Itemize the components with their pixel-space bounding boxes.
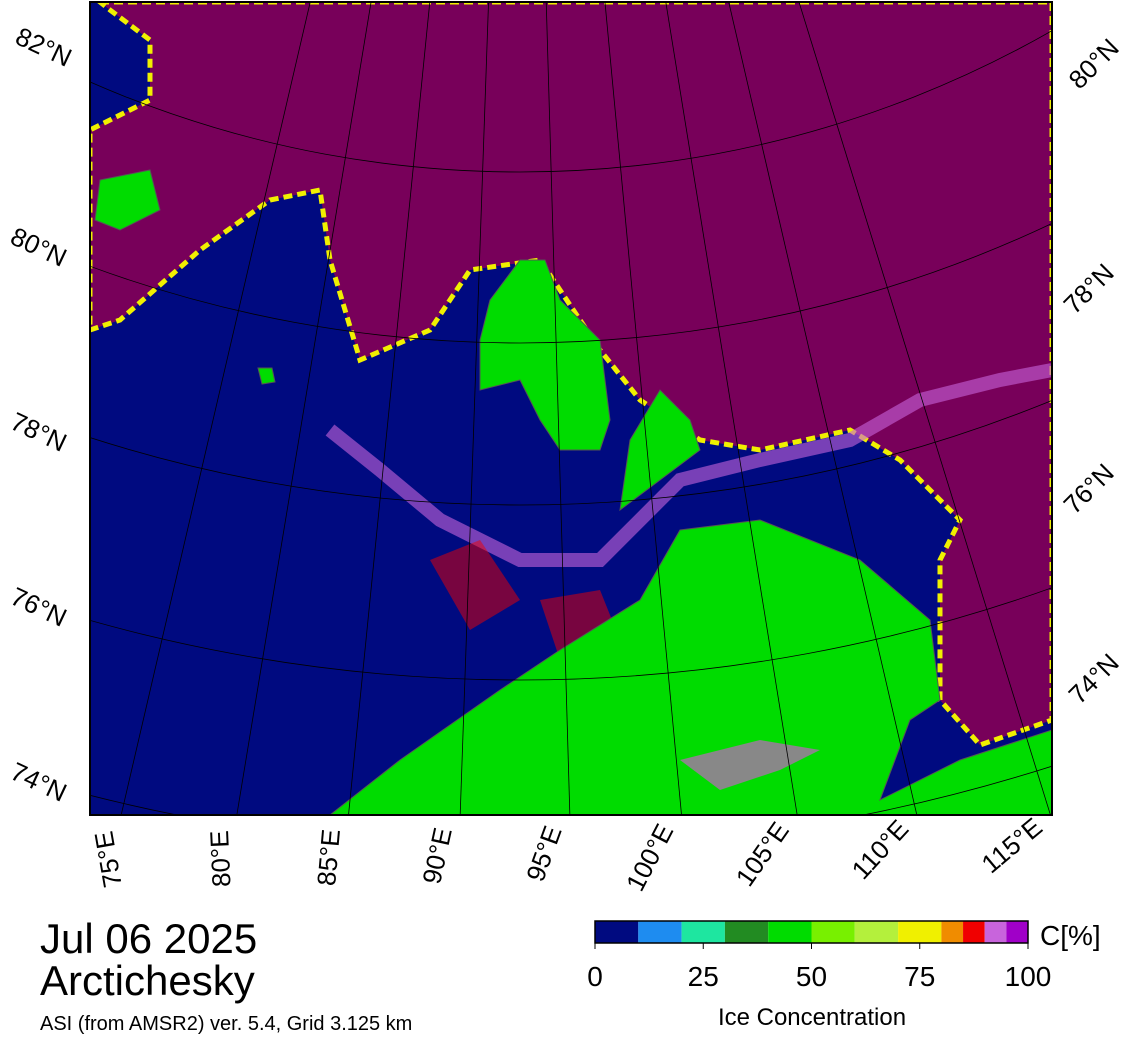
colorbar-unit: C[%] xyxy=(1040,920,1101,951)
colorbar-bin xyxy=(941,921,964,943)
colorbar-bin xyxy=(963,921,985,943)
longitude-line xyxy=(348,2,431,815)
longitude-line xyxy=(665,2,798,815)
longitude-line xyxy=(728,2,918,815)
colorbar-title: Ice Concentration xyxy=(718,1004,906,1031)
longitude-label: 110°E xyxy=(846,814,915,885)
latitude-label: 78°N xyxy=(1057,257,1119,319)
region: Arctichesky xyxy=(40,957,255,1004)
longitude-line xyxy=(545,2,571,815)
colorbar-tick-label: 25 xyxy=(688,961,719,992)
latitude-label: 74°N xyxy=(6,756,71,808)
latitude-label: 82°N xyxy=(11,21,76,73)
longitude-line xyxy=(236,2,372,815)
colorbar-bin xyxy=(724,921,769,943)
latitude-label: 78°N xyxy=(6,406,71,458)
land xyxy=(94,169,1052,815)
graticule xyxy=(90,2,1052,815)
colorbar-bin xyxy=(854,921,899,943)
source: ASI (from AMSR2) ver. 5.4, Grid 3.125 km xyxy=(40,1013,412,1035)
longitude-label: 90°E xyxy=(416,825,458,887)
colorbar-bin xyxy=(638,921,682,943)
latitude-label: 76°N xyxy=(6,581,71,633)
sea-ice xyxy=(90,2,1052,748)
longitude-label: 115°E xyxy=(976,812,1048,879)
colorbar-bin xyxy=(768,921,812,943)
longitude-label: 80°E xyxy=(204,830,236,888)
colorbar-tick-label: 100 xyxy=(1005,961,1052,992)
colorbar-bin xyxy=(898,921,942,943)
map-frame xyxy=(89,1,1053,816)
ice-patches xyxy=(430,540,620,660)
longitude-label: 105°E xyxy=(730,816,795,891)
latitude-label: 80°N xyxy=(1062,32,1124,94)
date: Jul 06 2025 xyxy=(40,915,257,962)
latitude-label: 74°N xyxy=(1062,647,1124,709)
longitude-label: 85°E xyxy=(311,828,346,887)
colorbar-bin xyxy=(811,921,855,943)
map xyxy=(90,2,1052,815)
colorbar-bin xyxy=(1006,921,1028,943)
colorbar-tick-label: 50 xyxy=(796,961,827,992)
colorbar-tick-label: 0 xyxy=(587,961,603,992)
longitude-line xyxy=(459,2,489,815)
longitude-label: 95°E xyxy=(520,822,568,886)
latitude-line xyxy=(90,222,1052,344)
longitude-label: 100°E xyxy=(620,819,679,896)
colorbar-bin xyxy=(984,921,1007,943)
longitude-line xyxy=(798,2,1051,815)
land-ice-cap xyxy=(680,740,820,790)
latitude-line xyxy=(90,30,1052,173)
ice-edge-mixed xyxy=(325,363,1052,567)
latitude-label: 76°N xyxy=(1057,457,1119,519)
longitude-line xyxy=(604,2,682,815)
latitude-label: 80°N xyxy=(6,221,71,273)
colorbar-bin xyxy=(681,921,725,943)
longitude-label: 75°E xyxy=(88,829,127,890)
longitude-line xyxy=(120,2,311,815)
colorbar-bin xyxy=(595,921,639,943)
colorbar-tick-label: 75 xyxy=(904,961,935,992)
